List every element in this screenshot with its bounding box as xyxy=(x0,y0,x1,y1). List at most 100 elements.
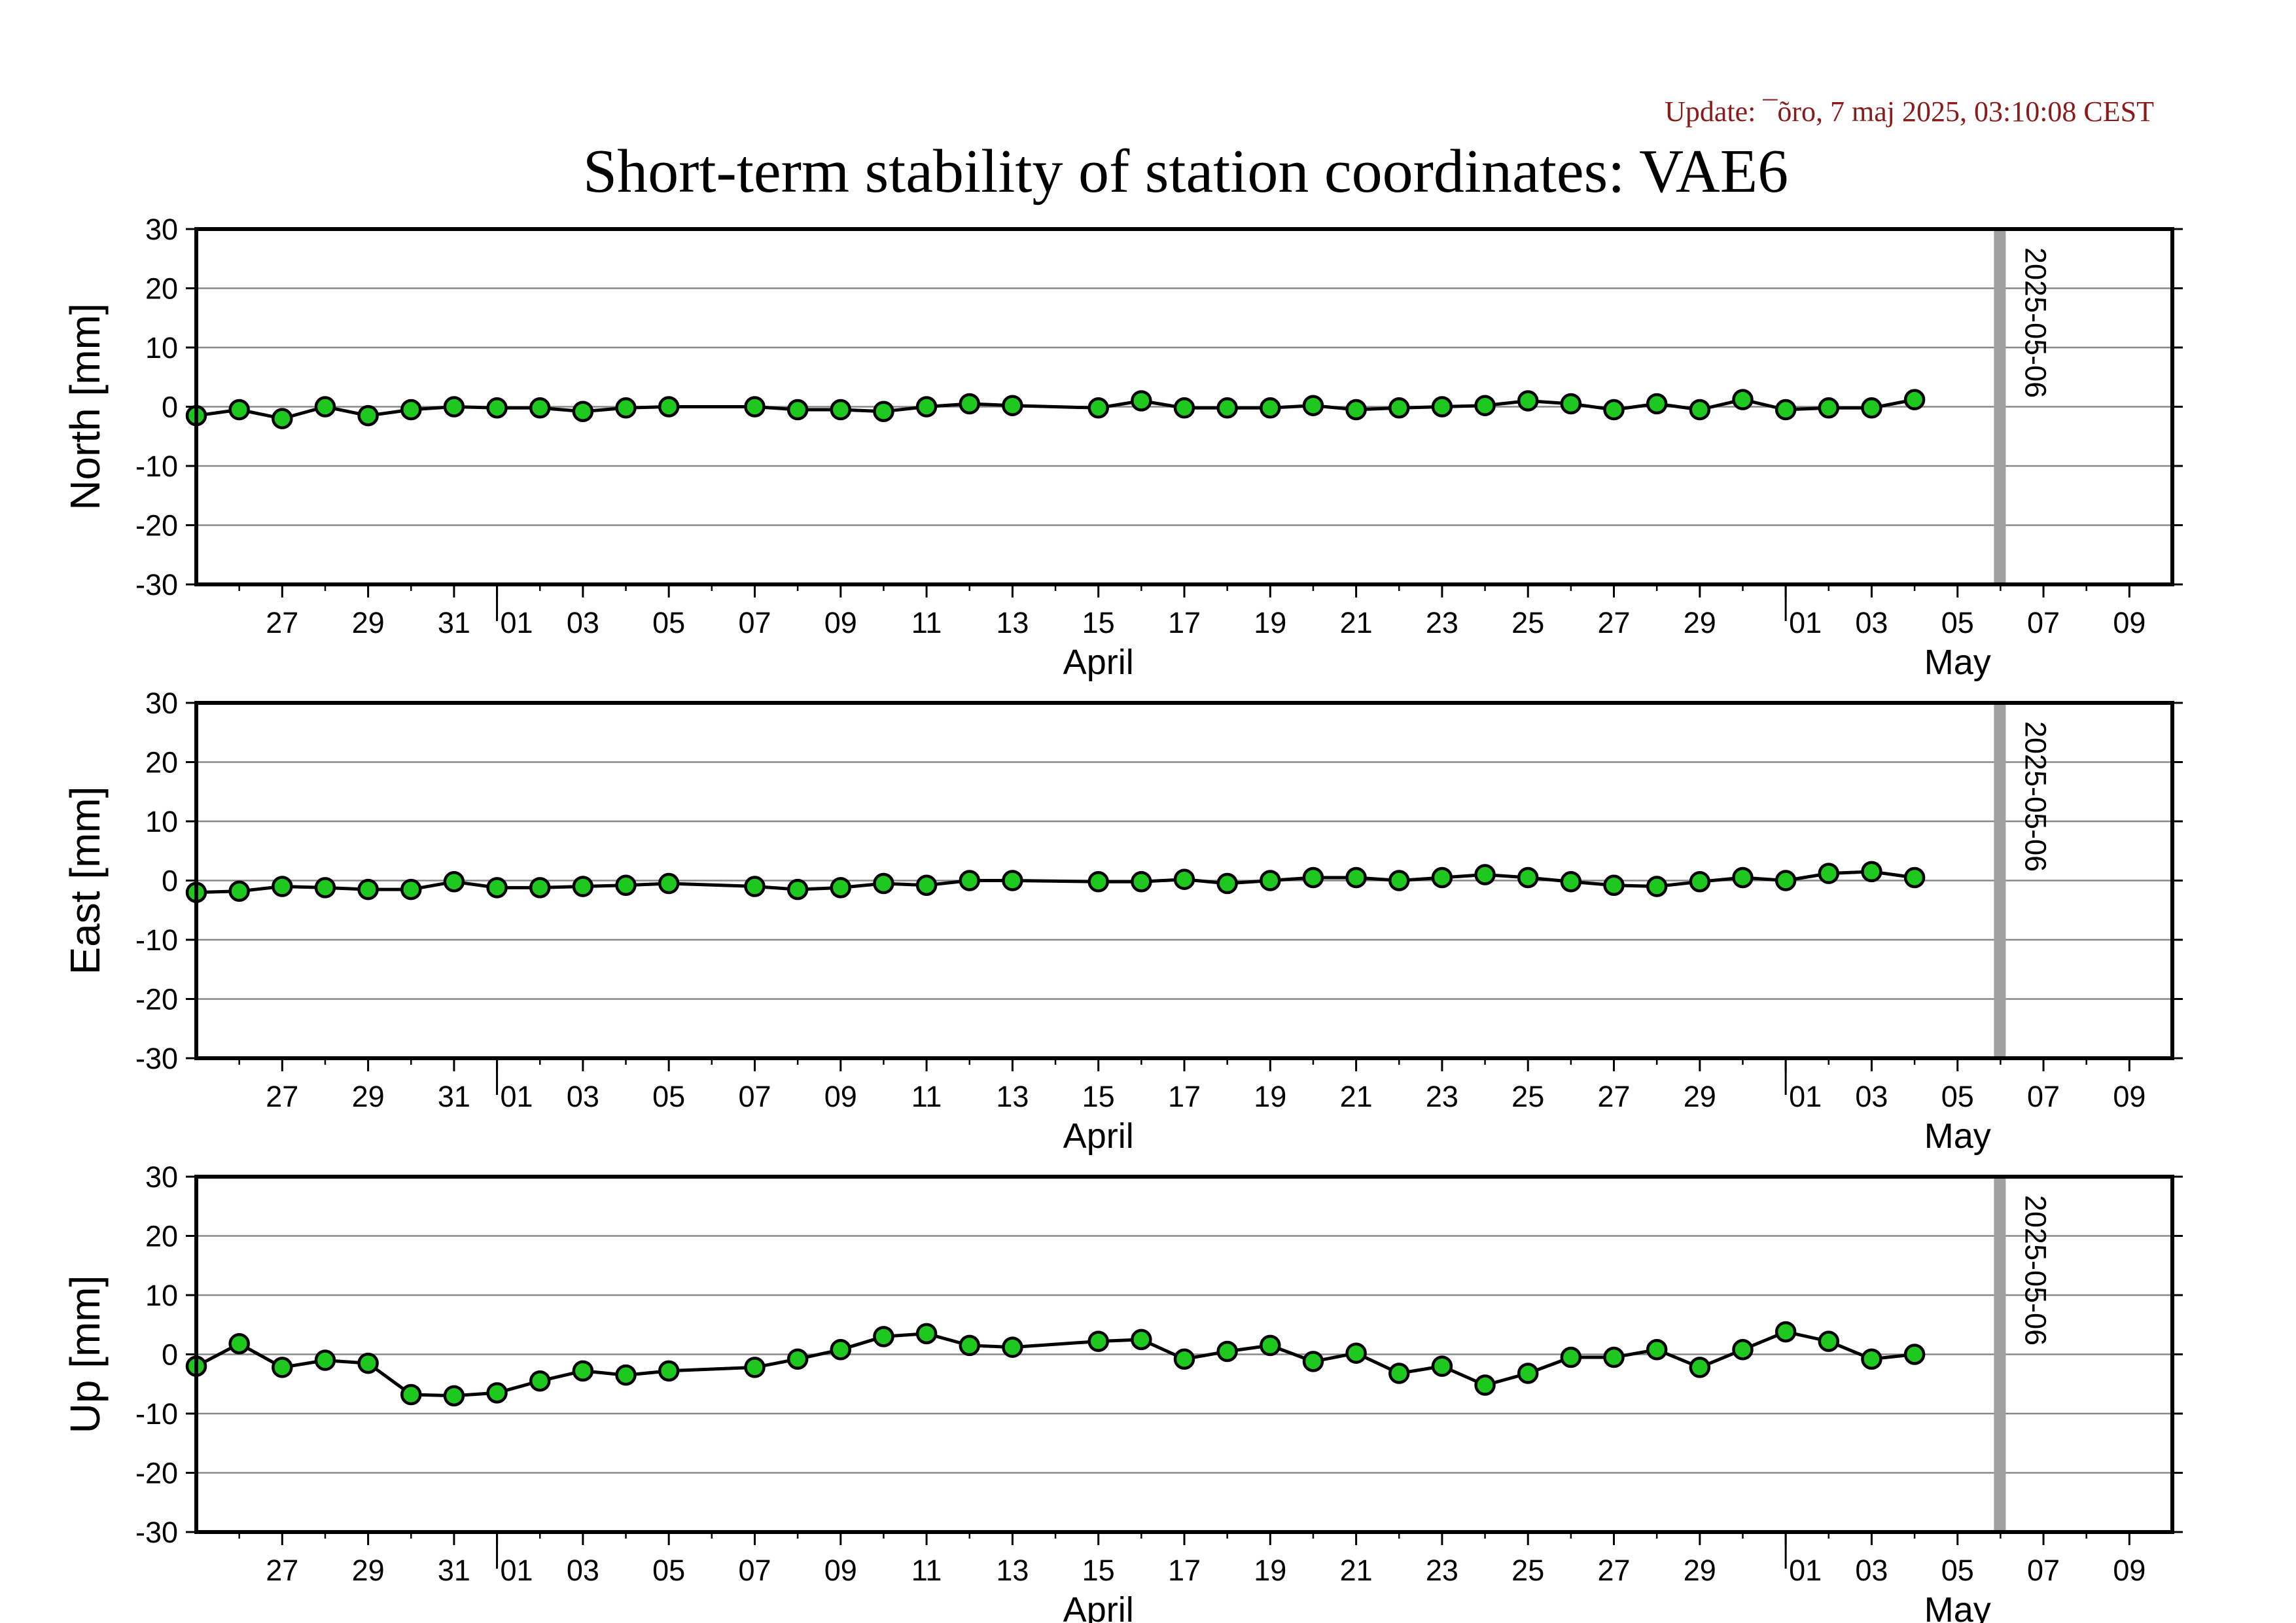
x-tick-label: 25 xyxy=(1511,1080,1544,1113)
data-point xyxy=(1560,393,1582,415)
data-point xyxy=(272,408,293,429)
x-tick-label: 03 xyxy=(567,1554,599,1587)
y-tick-label: 20 xyxy=(145,746,178,779)
x-tick-label: 11 xyxy=(911,606,942,639)
data-point xyxy=(786,1348,809,1370)
x-tick-label: 27 xyxy=(266,606,298,639)
month-label: May xyxy=(1924,1590,1991,1623)
data-point xyxy=(272,1357,293,1378)
x-tick-label: 27 xyxy=(1597,606,1630,639)
data-point xyxy=(529,1370,551,1392)
data-point xyxy=(1603,874,1625,896)
y-axis-label: North [mm] xyxy=(62,303,109,510)
data-point xyxy=(443,396,465,418)
data-point xyxy=(1517,866,1539,889)
data-point xyxy=(1517,390,1539,412)
x-tick-label: 29 xyxy=(1684,606,1716,639)
x-tick-label: 09 xyxy=(2113,606,2146,639)
x-tick-label: 05 xyxy=(652,1554,685,1587)
data-point xyxy=(572,401,594,422)
data-point xyxy=(1689,1357,1711,1378)
data-point xyxy=(1302,1351,1324,1372)
month-label: April xyxy=(1063,1116,1134,1156)
x-tick-label: 09 xyxy=(824,1080,857,1113)
data-point xyxy=(1903,866,1926,889)
data-point xyxy=(786,399,809,421)
x-tick-label: 09 xyxy=(2113,1080,2146,1113)
x-tick-label: 01 xyxy=(1789,606,1822,639)
panel-0: 30 20 10 0 -10 -20 -30 2025-05-06 27 29 31 01 03 05 07… xyxy=(62,213,2183,682)
x-tick-label: 03 xyxy=(567,606,599,639)
data-point xyxy=(1775,870,1797,891)
y-axis-label: Up [mm] xyxy=(62,1275,109,1434)
y-tick-label: 20 xyxy=(145,1220,178,1253)
data-point xyxy=(1861,397,1882,419)
data-point xyxy=(786,878,809,901)
data-point xyxy=(228,1332,250,1355)
data-point xyxy=(1216,1340,1238,1363)
x-tick-label: 09 xyxy=(824,606,857,639)
x-tick-label: 07 xyxy=(2027,1080,2060,1113)
data-point xyxy=(1732,1339,1754,1361)
x-tick-label: 19 xyxy=(1254,1080,1286,1113)
data-point xyxy=(1087,1330,1109,1352)
data-point xyxy=(915,1323,938,1345)
data-point xyxy=(1216,872,1238,895)
x-tick-label: 13 xyxy=(996,1554,1029,1587)
data-point xyxy=(1646,393,1668,415)
y-tick-label: 0 xyxy=(162,391,178,424)
data-point xyxy=(1689,399,1711,421)
data-point xyxy=(830,399,852,421)
data-point xyxy=(228,880,250,902)
x-tick-label: 13 xyxy=(996,606,1029,639)
data-point xyxy=(1603,399,1625,421)
data-point xyxy=(615,1364,637,1386)
x-tick-label: 09 xyxy=(2113,1554,2146,1587)
data-point xyxy=(1689,871,1711,893)
x-tick-label: 05 xyxy=(652,1080,685,1113)
data-point xyxy=(959,393,980,415)
data-point xyxy=(1388,1363,1410,1384)
data-point xyxy=(572,1360,594,1382)
data-point xyxy=(1173,1348,1195,1370)
x-tick-label: 15 xyxy=(1082,1080,1115,1113)
data-point xyxy=(1474,864,1496,885)
x-tick-label: 31 xyxy=(438,1080,470,1113)
y-tick-label: -20 xyxy=(135,983,178,1016)
data-point xyxy=(658,396,680,418)
x-tick-label: 17 xyxy=(1168,606,1201,639)
panel-1: 30 20 10 0 -10 -20 -30 2025-05-06 27 29 31 01 03 05 07… xyxy=(62,687,2183,1156)
month-label: May xyxy=(1924,643,1991,682)
x-tick-label: 31 xyxy=(438,606,470,639)
x-tick-label: 13 xyxy=(996,1080,1029,1113)
x-tick-label: 23 xyxy=(1426,606,1458,639)
month-label: May xyxy=(1924,1116,1991,1156)
data-point xyxy=(1260,397,1281,419)
x-tick-label: 07 xyxy=(738,1080,771,1113)
y-tick-label: 0 xyxy=(162,865,178,898)
data-point xyxy=(1560,1346,1582,1368)
x-tick-label: 07 xyxy=(738,606,771,639)
x-tick-label: 03 xyxy=(567,1080,599,1113)
data-point xyxy=(486,1382,508,1404)
data-point xyxy=(1431,396,1453,418)
panel-2: 30 20 10 0 -10 -20 -30 2025-05-06 27 29 31 01 03 05 07… xyxy=(62,1160,2183,1623)
y-tick-label: -30 xyxy=(135,1042,178,1075)
data-point xyxy=(1775,1321,1797,1343)
x-tick-label: 27 xyxy=(266,1554,298,1587)
y-tick-label: -10 xyxy=(135,1397,178,1431)
date-marker-line xyxy=(1994,1177,2006,1532)
data-point xyxy=(959,870,980,891)
x-tick-label: 01 xyxy=(501,1554,533,1587)
data-point xyxy=(873,872,894,895)
data-point xyxy=(1173,868,1195,890)
x-tick-label: 21 xyxy=(1340,1554,1373,1587)
x-tick-label: 29 xyxy=(1684,1080,1716,1113)
data-point xyxy=(486,877,508,899)
y-tick-label: -20 xyxy=(135,509,178,543)
data-point xyxy=(1173,397,1195,419)
y-tick-label: 30 xyxy=(145,213,178,246)
x-tick-label: 29 xyxy=(352,606,385,639)
plot-frame xyxy=(194,227,2174,586)
